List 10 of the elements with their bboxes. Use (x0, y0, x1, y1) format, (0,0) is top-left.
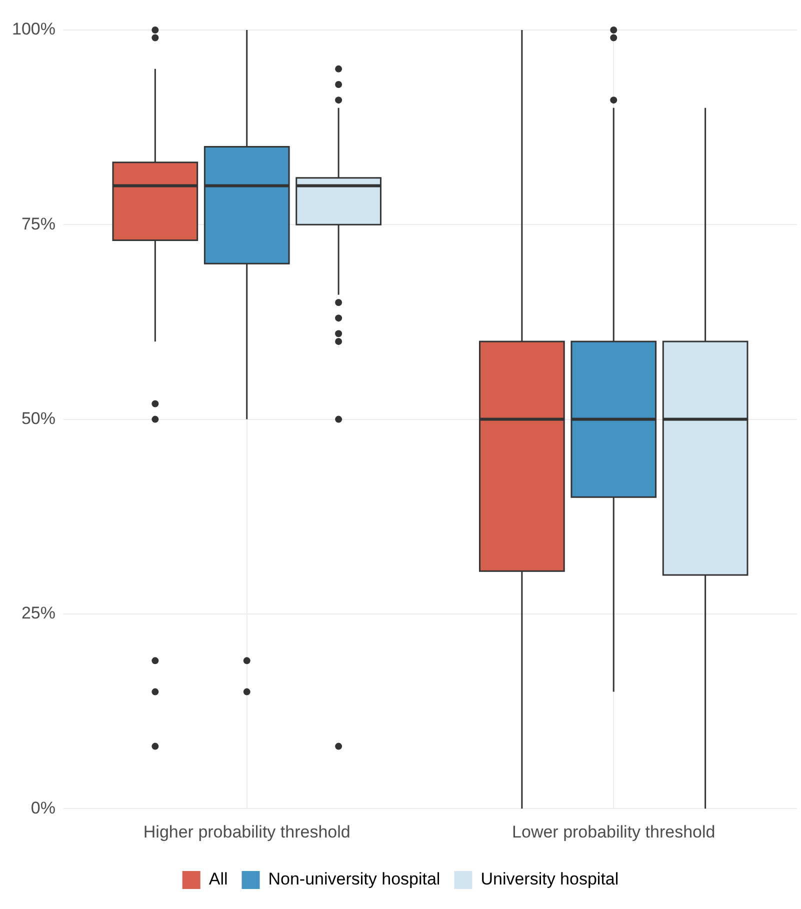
y-tick-label: 50% (21, 408, 56, 428)
y-tick-label: 0% (30, 798, 56, 818)
legend-label: All (208, 870, 228, 889)
y-tick-label: 100% (12, 20, 56, 39)
y-tick-label: 75% (21, 214, 56, 234)
legend-label: University hospital (480, 870, 619, 889)
x-tick-label: Lower probability threshold (512, 822, 716, 842)
x-tick-label: Higher probability threshold (143, 822, 350, 842)
legend-label: Non-university hospital (268, 870, 440, 889)
y-tick-label: 25% (21, 604, 56, 623)
